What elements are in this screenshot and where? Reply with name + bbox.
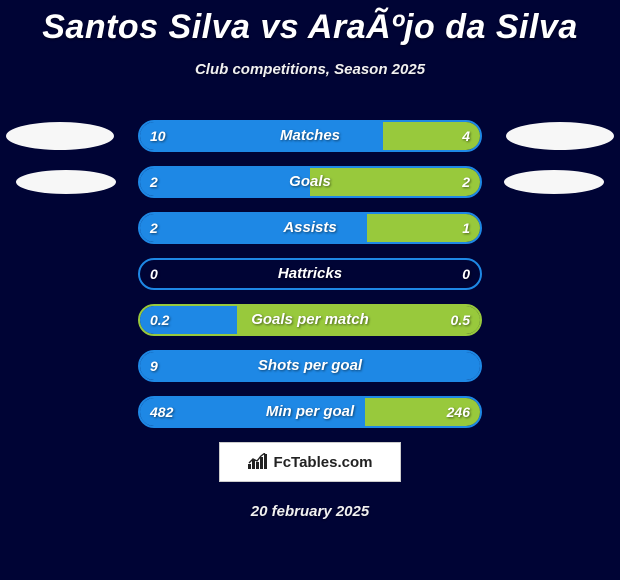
stat-row: Goals per match 0.2 0.5 — [0, 304, 620, 336]
stat-row: Min per goal 482 246 — [0, 396, 620, 428]
stat-bar-left — [140, 352, 480, 380]
stat-row: Matches 10 4 — [0, 120, 620, 152]
stat-row: Goals 2 2 — [0, 166, 620, 198]
stat-bar-left — [140, 168, 310, 196]
stat-rows-container: Matches 10 4 Goals 2 2 Assists 2 1 Hattr… — [0, 120, 620, 442]
stat-bar-track — [138, 350, 482, 382]
comparison-title: Santos Silva vs AraÃºjo da Silva — [0, 0, 620, 47]
comparison-subtitle: Club competitions, Season 2025 — [0, 61, 620, 78]
stat-bar-track — [138, 304, 482, 336]
stat-bar-track — [138, 396, 482, 428]
stat-row: Shots per goal 9 — [0, 350, 620, 382]
stat-row: Hattricks 0 0 — [0, 258, 620, 290]
bar-chart-icon — [248, 453, 268, 471]
stat-bar-left — [140, 398, 365, 426]
stat-bar-right — [310, 168, 480, 196]
stat-bar-track — [138, 212, 482, 244]
stat-bar-track — [138, 120, 482, 152]
stat-bar-track — [138, 258, 482, 290]
watermark-badge: FcTables.com — [219, 442, 401, 482]
watermark-text: FcTables.com — [274, 454, 373, 471]
stat-bar-left — [140, 122, 383, 150]
snapshot-date: 20 february 2025 — [0, 503, 620, 520]
stat-bar-right — [367, 214, 480, 242]
stat-row: Assists 2 1 — [0, 212, 620, 244]
stat-bar-left — [140, 214, 367, 242]
stat-bar-right — [383, 122, 480, 150]
stat-bar-right — [365, 398, 480, 426]
stat-bar-left — [140, 306, 237, 334]
stat-bar-track — [138, 166, 482, 198]
stat-bar-right — [237, 306, 480, 334]
